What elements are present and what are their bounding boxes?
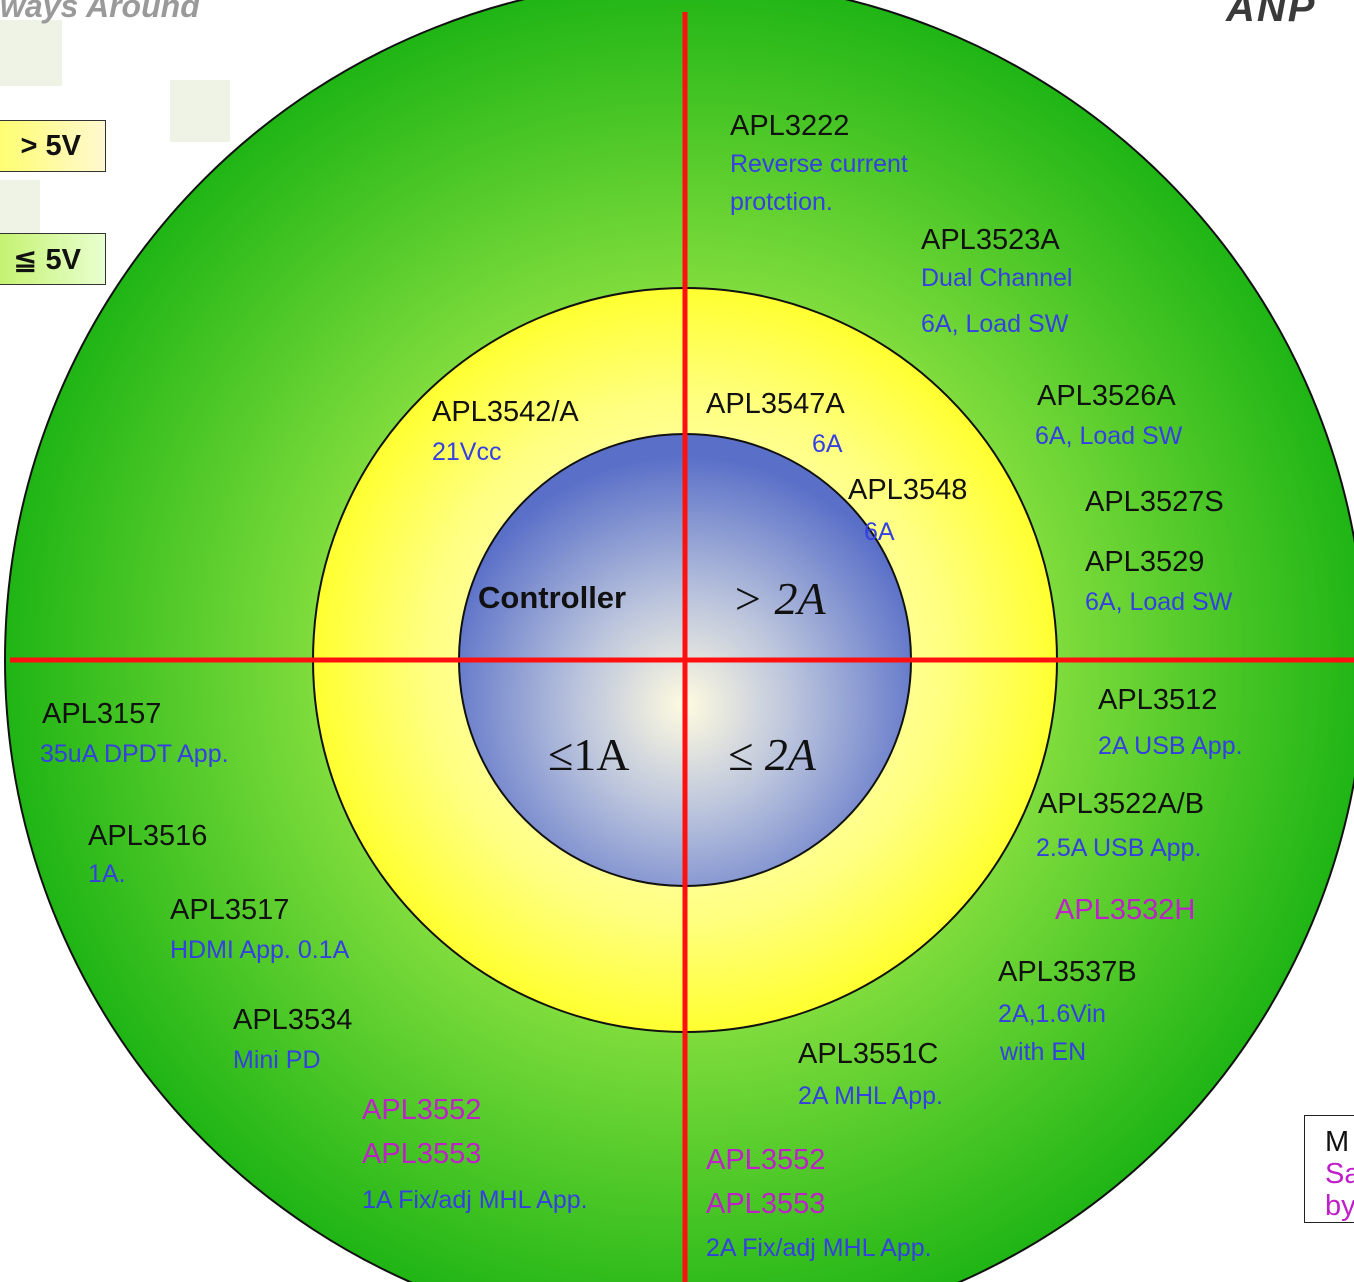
desc-apl3222-2: protction. — [730, 188, 833, 216]
desc-apl3551c: 2A MHL App. — [798, 1082, 943, 1110]
part-apl3157: APL3157 — [42, 698, 162, 730]
part-apl3553-left: APL3553 — [362, 1138, 482, 1170]
part-apl3551c: APL3551C — [798, 1038, 939, 1070]
desc-apl3512: 2A USB App. — [1098, 732, 1243, 760]
part-apl3547a: APL3547A — [706, 388, 845, 420]
desc-apl3529: 6A, Load SW — [1085, 588, 1233, 616]
part-apl3553-right: APL3553 — [706, 1188, 826, 1220]
desc-apl3548: 6A — [864, 518, 895, 546]
desc-apl3534: Mini PD — [233, 1046, 321, 1074]
part-apl3522ab: APL3522A/B — [1038, 788, 1205, 820]
part-apl3542a: APL3542/A — [432, 396, 579, 428]
part-apl3552-left: APL3552 — [362, 1094, 482, 1126]
background-square — [0, 20, 62, 86]
desc-apl3522ab: 2.5A USB App. — [1036, 834, 1202, 862]
part-apl3517: APL3517 — [170, 894, 290, 926]
desc-apl3542a: 21Vcc — [432, 438, 502, 466]
desc-apl3537b-2: with EN — [1000, 1038, 1087, 1066]
desc-apl3552-3553-right: 2A Fix/adj MHL App. — [706, 1234, 932, 1262]
desc-apl3222-1: Reverse current — [730, 150, 908, 178]
voltage-high-legend: > 5V — [0, 120, 106, 172]
part-apl3552-right: APL3552 — [706, 1144, 826, 1176]
background-square — [170, 80, 230, 142]
desc-apl3157: 35uA DPDT App. — [40, 740, 229, 768]
current-le-2a-label: ≤ 2A — [728, 729, 816, 780]
current-le-1a-label: ≤1A — [548, 729, 630, 780]
note-box: M Sa by — [1304, 1115, 1354, 1223]
part-apl3222: APL3222 — [730, 110, 850, 142]
note-line-3: by — [1325, 1190, 1354, 1222]
desc-apl3523a-2: 6A, Load SW — [921, 310, 1069, 338]
part-apl3548: APL3548 — [848, 474, 968, 506]
part-apl3532h: APL3532H — [1055, 894, 1196, 926]
voltage-low-legend: ≦ 5V — [0, 233, 106, 285]
part-apl3516: APL3516 — [88, 820, 208, 852]
desc-apl3537b-1: 2A,1.6Vin — [998, 1000, 1106, 1028]
part-apl3529: APL3529 — [1085, 546, 1205, 578]
desc-apl3526a: 6A, Load SW — [1035, 422, 1183, 450]
part-apl3534: APL3534 — [233, 1004, 353, 1036]
company-logo: ANP — [1226, 0, 1317, 30]
part-apl3512: APL3512 — [1098, 684, 1218, 716]
header-tagline: ways Around — [0, 0, 200, 24]
note-line-1: M — [1325, 1126, 1350, 1158]
desc-apl3523a-1: Dual Channel — [921, 264, 1073, 292]
desc-apl3517: HDMI App. 0.1A — [170, 936, 350, 964]
part-apl3523a: APL3523A — [921, 224, 1060, 256]
desc-apl3516: 1A. — [88, 860, 126, 888]
current-gt-2a-label: > 2A — [732, 573, 826, 624]
part-apl3537b: APL3537B — [998, 956, 1137, 988]
desc-apl3552-3553-left: 1A Fix/adj MHL App. — [362, 1186, 588, 1214]
background-square — [0, 180, 40, 236]
note-line-2: Sa — [1325, 1158, 1354, 1190]
desc-apl3547a: 6A — [812, 430, 843, 458]
controller-label: Controller — [478, 580, 627, 615]
part-apl3527s: APL3527S — [1085, 486, 1224, 518]
part-apl3526a: APL3526A — [1037, 380, 1176, 412]
